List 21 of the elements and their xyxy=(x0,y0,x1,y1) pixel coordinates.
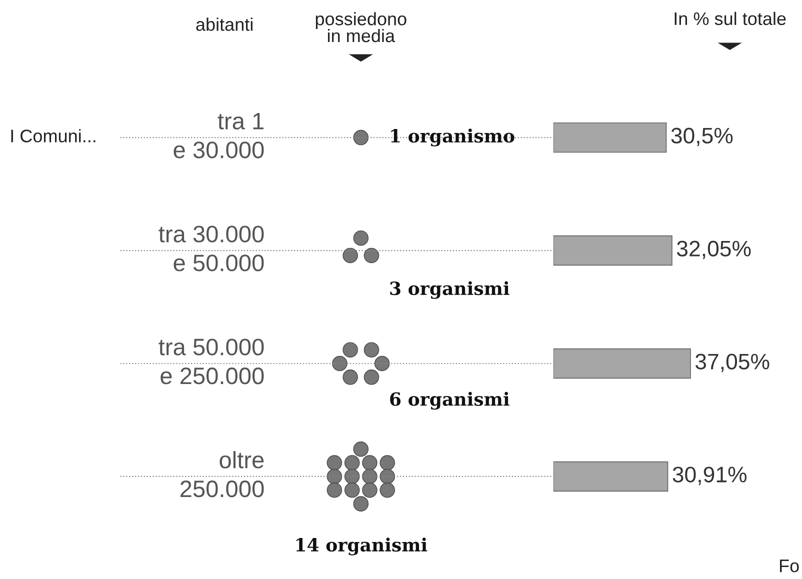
text: In % sul totale xyxy=(674,12,786,26)
text: 6 organismi xyxy=(390,392,510,410)
bar xyxy=(553,348,691,379)
bar xyxy=(553,122,667,153)
y-tick-label: tra 30.000 e 50.000 xyxy=(158,226,264,272)
data-label: 37,05% xyxy=(695,354,770,372)
y-tick-label: tra 50.000 e 250.000 xyxy=(158,338,264,384)
text: possiedono in media xyxy=(316,12,406,42)
text: 1 organismo xyxy=(391,128,514,146)
y-tick-label: tra 1 e 30.000 xyxy=(174,112,264,158)
text: I Comuni... xyxy=(11,129,96,142)
bar xyxy=(553,461,668,492)
data-label: 30,91% xyxy=(672,466,746,486)
text: 14 organismi xyxy=(296,538,428,556)
text: abitanti xyxy=(196,18,252,31)
text: Fo xyxy=(780,560,799,572)
data-label: 30,5% xyxy=(671,128,733,146)
y-tick-label: oltre 250.000 xyxy=(180,451,264,498)
data-label: 32,05% xyxy=(676,240,751,260)
bar xyxy=(553,235,672,266)
text: 3 organismi xyxy=(390,281,510,299)
